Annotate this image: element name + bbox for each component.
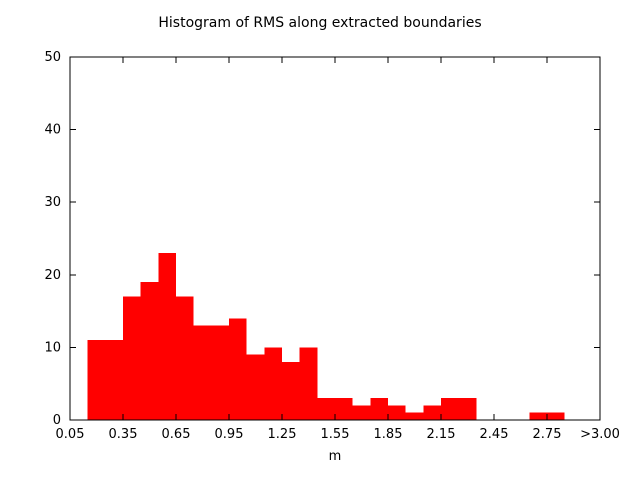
y-tick-label: 10	[44, 340, 61, 355]
histogram-bar	[87, 340, 106, 420]
y-tick-label: 40	[44, 123, 61, 138]
x-tick-label: 1.25	[268, 427, 297, 442]
y-tick-label: 50	[44, 50, 61, 65]
histogram-bar	[229, 318, 247, 420]
histogram-bar	[140, 282, 159, 420]
x-tick-label: 2.15	[427, 427, 456, 442]
y-tick-label: 30	[44, 195, 61, 210]
histogram-bar	[193, 325, 212, 420]
histogram-bar	[282, 361, 300, 420]
chart-title: Histogram of RMS along extracted boundar…	[158, 15, 482, 31]
histogram-bar	[264, 347, 282, 420]
histogram-bar	[317, 398, 335, 420]
histogram-bar	[458, 398, 477, 420]
histogram-bar	[441, 398, 459, 420]
histogram-bar	[529, 412, 547, 420]
histogram-bar	[547, 412, 565, 420]
y-tick-label: 20	[44, 268, 61, 283]
histogram-bar	[335, 398, 353, 420]
histogram-bar	[105, 340, 123, 420]
x-tick-label: 0.65	[162, 427, 191, 442]
x-tick-label: 1.55	[321, 427, 350, 442]
y-tick-label: 0	[53, 413, 61, 428]
x-tick-label: 1.85	[374, 427, 403, 442]
histogram-bar	[176, 296, 194, 420]
x-tick-label: 2.45	[480, 427, 509, 442]
histogram-bar	[405, 412, 424, 420]
x-axis-label: m	[328, 449, 342, 464]
histogram-bar	[352, 405, 371, 420]
histogram-bar	[158, 253, 176, 420]
x-tick-label: >3.00	[580, 427, 620, 442]
histogram-bar	[299, 347, 318, 420]
histogram-bar	[123, 296, 141, 420]
x-tick-label: 0.35	[109, 427, 138, 442]
histogram-bar	[211, 325, 229, 420]
histogram-bar	[388, 405, 406, 420]
x-tick-label: 0.05	[56, 427, 85, 442]
histogram-bar	[370, 398, 388, 420]
histogram-bar	[423, 405, 441, 420]
histogram-bar	[246, 354, 265, 420]
x-tick-label: 0.95	[215, 427, 244, 442]
x-tick-label: 2.75	[533, 427, 562, 442]
